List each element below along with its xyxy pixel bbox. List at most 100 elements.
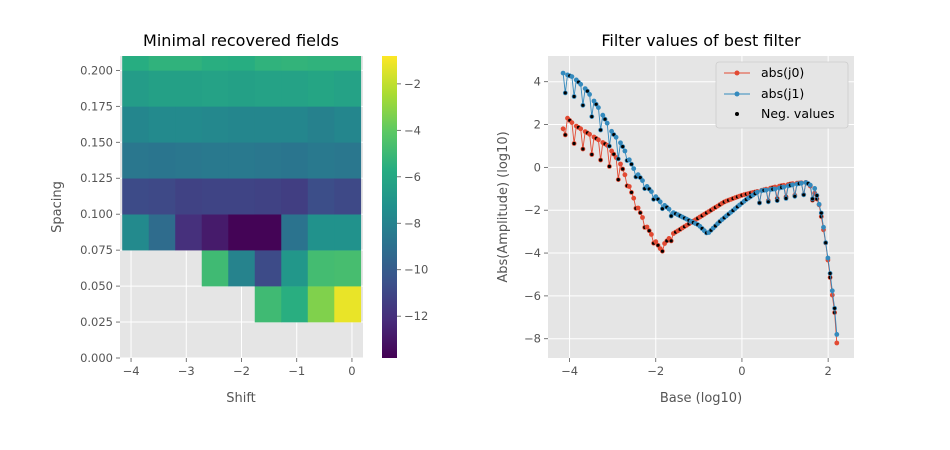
heatmap-cell-r4-c6 bbox=[281, 178, 309, 215]
heatmap-cell-r6-c1 bbox=[148, 106, 176, 143]
legend-label-neg: Neg. values bbox=[761, 106, 835, 121]
heatmap-cell-r6-c2 bbox=[175, 106, 203, 143]
legend-label-j0: abs(j0) bbox=[761, 65, 804, 80]
heatmap-cell-r8-c1 bbox=[148, 56, 176, 71]
series-j0-point-30 bbox=[626, 184, 632, 189]
neg-value-marker-j0-13 bbox=[590, 152, 594, 157]
heatmap-cell-r7-c2 bbox=[175, 70, 203, 107]
neg-value-marker-j0-43 bbox=[656, 243, 660, 247]
heatmap-cell-r8-c8 bbox=[334, 56, 362, 71]
heatmap-x-tick-label-3: −1 bbox=[288, 364, 305, 378]
neg-value-marker-j1-105 bbox=[793, 194, 797, 198]
heatmap-cell-r7-c0 bbox=[122, 70, 150, 107]
heatmap-cell-r5-c7 bbox=[307, 142, 335, 179]
series-j1-point-26 bbox=[618, 140, 623, 146]
line-title: Filter values of best filter bbox=[601, 31, 801, 50]
legend-swatch-neg-marker bbox=[735, 112, 739, 116]
heatmap-cell-r6-c7 bbox=[307, 106, 335, 143]
neg-value-marker-j0-1 bbox=[563, 133, 567, 137]
neg-value-marker-j0-21 bbox=[607, 164, 612, 168]
neg-value-marker-j0-45 bbox=[660, 249, 665, 253]
heatmap-y-tick-label-4: 0.100 bbox=[80, 207, 113, 221]
neg-value-marker-j0-27 bbox=[621, 167, 625, 171]
line-y-tick-label-4: −4 bbox=[524, 246, 541, 260]
series-j1-point-24 bbox=[613, 134, 619, 140]
neg-value-marker-j0-9 bbox=[581, 147, 585, 151]
neg-value-marker-j1-9 bbox=[581, 103, 585, 107]
neg-value-marker-j1-21 bbox=[607, 144, 612, 148]
heatmap-y-tick-label-0: 0.000 bbox=[80, 351, 113, 365]
line-y-label: Abs(Amplitude) (log10) bbox=[496, 131, 511, 282]
heatmap-x-label: Shift bbox=[226, 391, 256, 406]
heatmap-y-label: Spacing bbox=[50, 181, 65, 233]
heatmap-cell-r3-c2 bbox=[175, 214, 203, 251]
neg-value-marker-j0-31 bbox=[629, 190, 634, 194]
series-j0-point-34 bbox=[635, 205, 641, 211]
heatmap-cell-r8-c6 bbox=[281, 56, 309, 71]
legend-entry-neg: Neg. values bbox=[735, 106, 835, 121]
colorbar-tick-label-3: −8 bbox=[404, 216, 421, 230]
series-j1-point-44 bbox=[657, 199, 663, 205]
series-j1-point-32 bbox=[631, 166, 637, 172]
heatmap-cell-r4-c1 bbox=[148, 178, 176, 215]
line-x-tick-label-2: 0 bbox=[738, 364, 745, 378]
neg-value-marker-j1-5 bbox=[572, 94, 576, 99]
neg-value-marker-j0-5 bbox=[572, 141, 576, 146]
neg-value-marker-j1-15 bbox=[594, 102, 598, 106]
neg-value-marker-j1-1 bbox=[563, 91, 567, 95]
neg-value-marker-j0-17 bbox=[599, 158, 603, 162]
line-y-tick-label-2: 0 bbox=[534, 160, 541, 174]
heatmap-cell-r6-c5 bbox=[254, 106, 282, 143]
heatmap-cell-r6-c6 bbox=[281, 106, 309, 143]
heatmap-cell-r7-c5 bbox=[254, 70, 282, 107]
series-j1-point-116 bbox=[816, 201, 822, 207]
line-y-tick-label-6: −8 bbox=[524, 332, 541, 346]
series-j0-point-16 bbox=[596, 137, 601, 143]
heatmap-y-tick-label-8: 0.200 bbox=[80, 63, 113, 77]
heatmap-cell-r4-c2 bbox=[175, 178, 203, 215]
series-j1-point-36 bbox=[640, 178, 645, 184]
heatmap-cell-r6-c8 bbox=[334, 106, 362, 143]
colorbar-tick-label-5: −12 bbox=[404, 309, 428, 323]
neg-value-marker-j0-39 bbox=[647, 229, 651, 233]
heatmap-cells bbox=[122, 56, 362, 323]
legend-swatch-j1-marker bbox=[734, 91, 740, 97]
line-y-tick-label-0: 4 bbox=[534, 75, 541, 89]
heatmap-cell-r2-c5 bbox=[254, 250, 282, 287]
heatmap-cell-r2-c6 bbox=[281, 250, 309, 287]
series-j0-point-38 bbox=[644, 224, 650, 230]
heatmap-cell-r7-c8 bbox=[334, 70, 362, 107]
line-x-tick-label-3: 2 bbox=[824, 364, 831, 378]
series-j1-point-8 bbox=[578, 81, 584, 87]
neg-value-marker-j1-49 bbox=[669, 214, 673, 218]
heatmap-cell-r6-c4 bbox=[228, 106, 256, 143]
heatmap-cell-r5-c0 bbox=[122, 142, 150, 179]
heatmap-cell-r5-c4 bbox=[228, 142, 256, 179]
colorbar-ticks: −2 −4 −6 −8 −10 −12 bbox=[397, 77, 428, 323]
series-j1-point-104 bbox=[790, 182, 795, 188]
series-j0-point-28 bbox=[622, 172, 628, 178]
heatmap-cell-r3-c0 bbox=[122, 214, 150, 251]
heatmap-x-tick-label-0: −4 bbox=[123, 364, 140, 378]
series-j1-point-20 bbox=[604, 120, 610, 126]
heatmap-cell-r4-c7 bbox=[307, 178, 335, 215]
heatmap-y-ticks: 0.000 0.025 0.050 0.075 0.100 0.125 0.150 0.175… bbox=[80, 63, 120, 365]
heatmap-x-ticks: −4 −3 −2 −1 0 bbox=[123, 358, 356, 378]
heatmap-cell-r5-c5 bbox=[254, 142, 282, 179]
legend-label-j1: abs(j1) bbox=[761, 86, 804, 101]
neg-value-marker-j1-117 bbox=[819, 211, 823, 215]
heatmap-cell-r7-c7 bbox=[307, 70, 335, 107]
neg-value-marker-j1-35 bbox=[638, 176, 642, 180]
series-j1-point-48 bbox=[666, 206, 672, 212]
neg-value-marker-j1-23 bbox=[612, 133, 616, 137]
series-j0-point-32 bbox=[631, 195, 637, 201]
line-y-ticks: 4 2 0 −2 −4 −6 −8 bbox=[524, 75, 548, 346]
heatmap-cell-r7-c6 bbox=[281, 70, 309, 107]
neg-value-marker-j1-97 bbox=[775, 199, 779, 203]
heatmap-cell-r3-c1 bbox=[148, 214, 176, 251]
neg-value-marker-j1-31 bbox=[629, 162, 634, 166]
neg-value-marker-j1-11 bbox=[585, 89, 590, 93]
heatmap-chart: −4 −3 −2 −1 0 0.000 0.025 0.050 0.075 0.100 0.125… bbox=[50, 31, 363, 406]
heatmap-cell-r3-c6 bbox=[281, 214, 309, 251]
heatmap-cell-r8-c5 bbox=[254, 56, 282, 71]
